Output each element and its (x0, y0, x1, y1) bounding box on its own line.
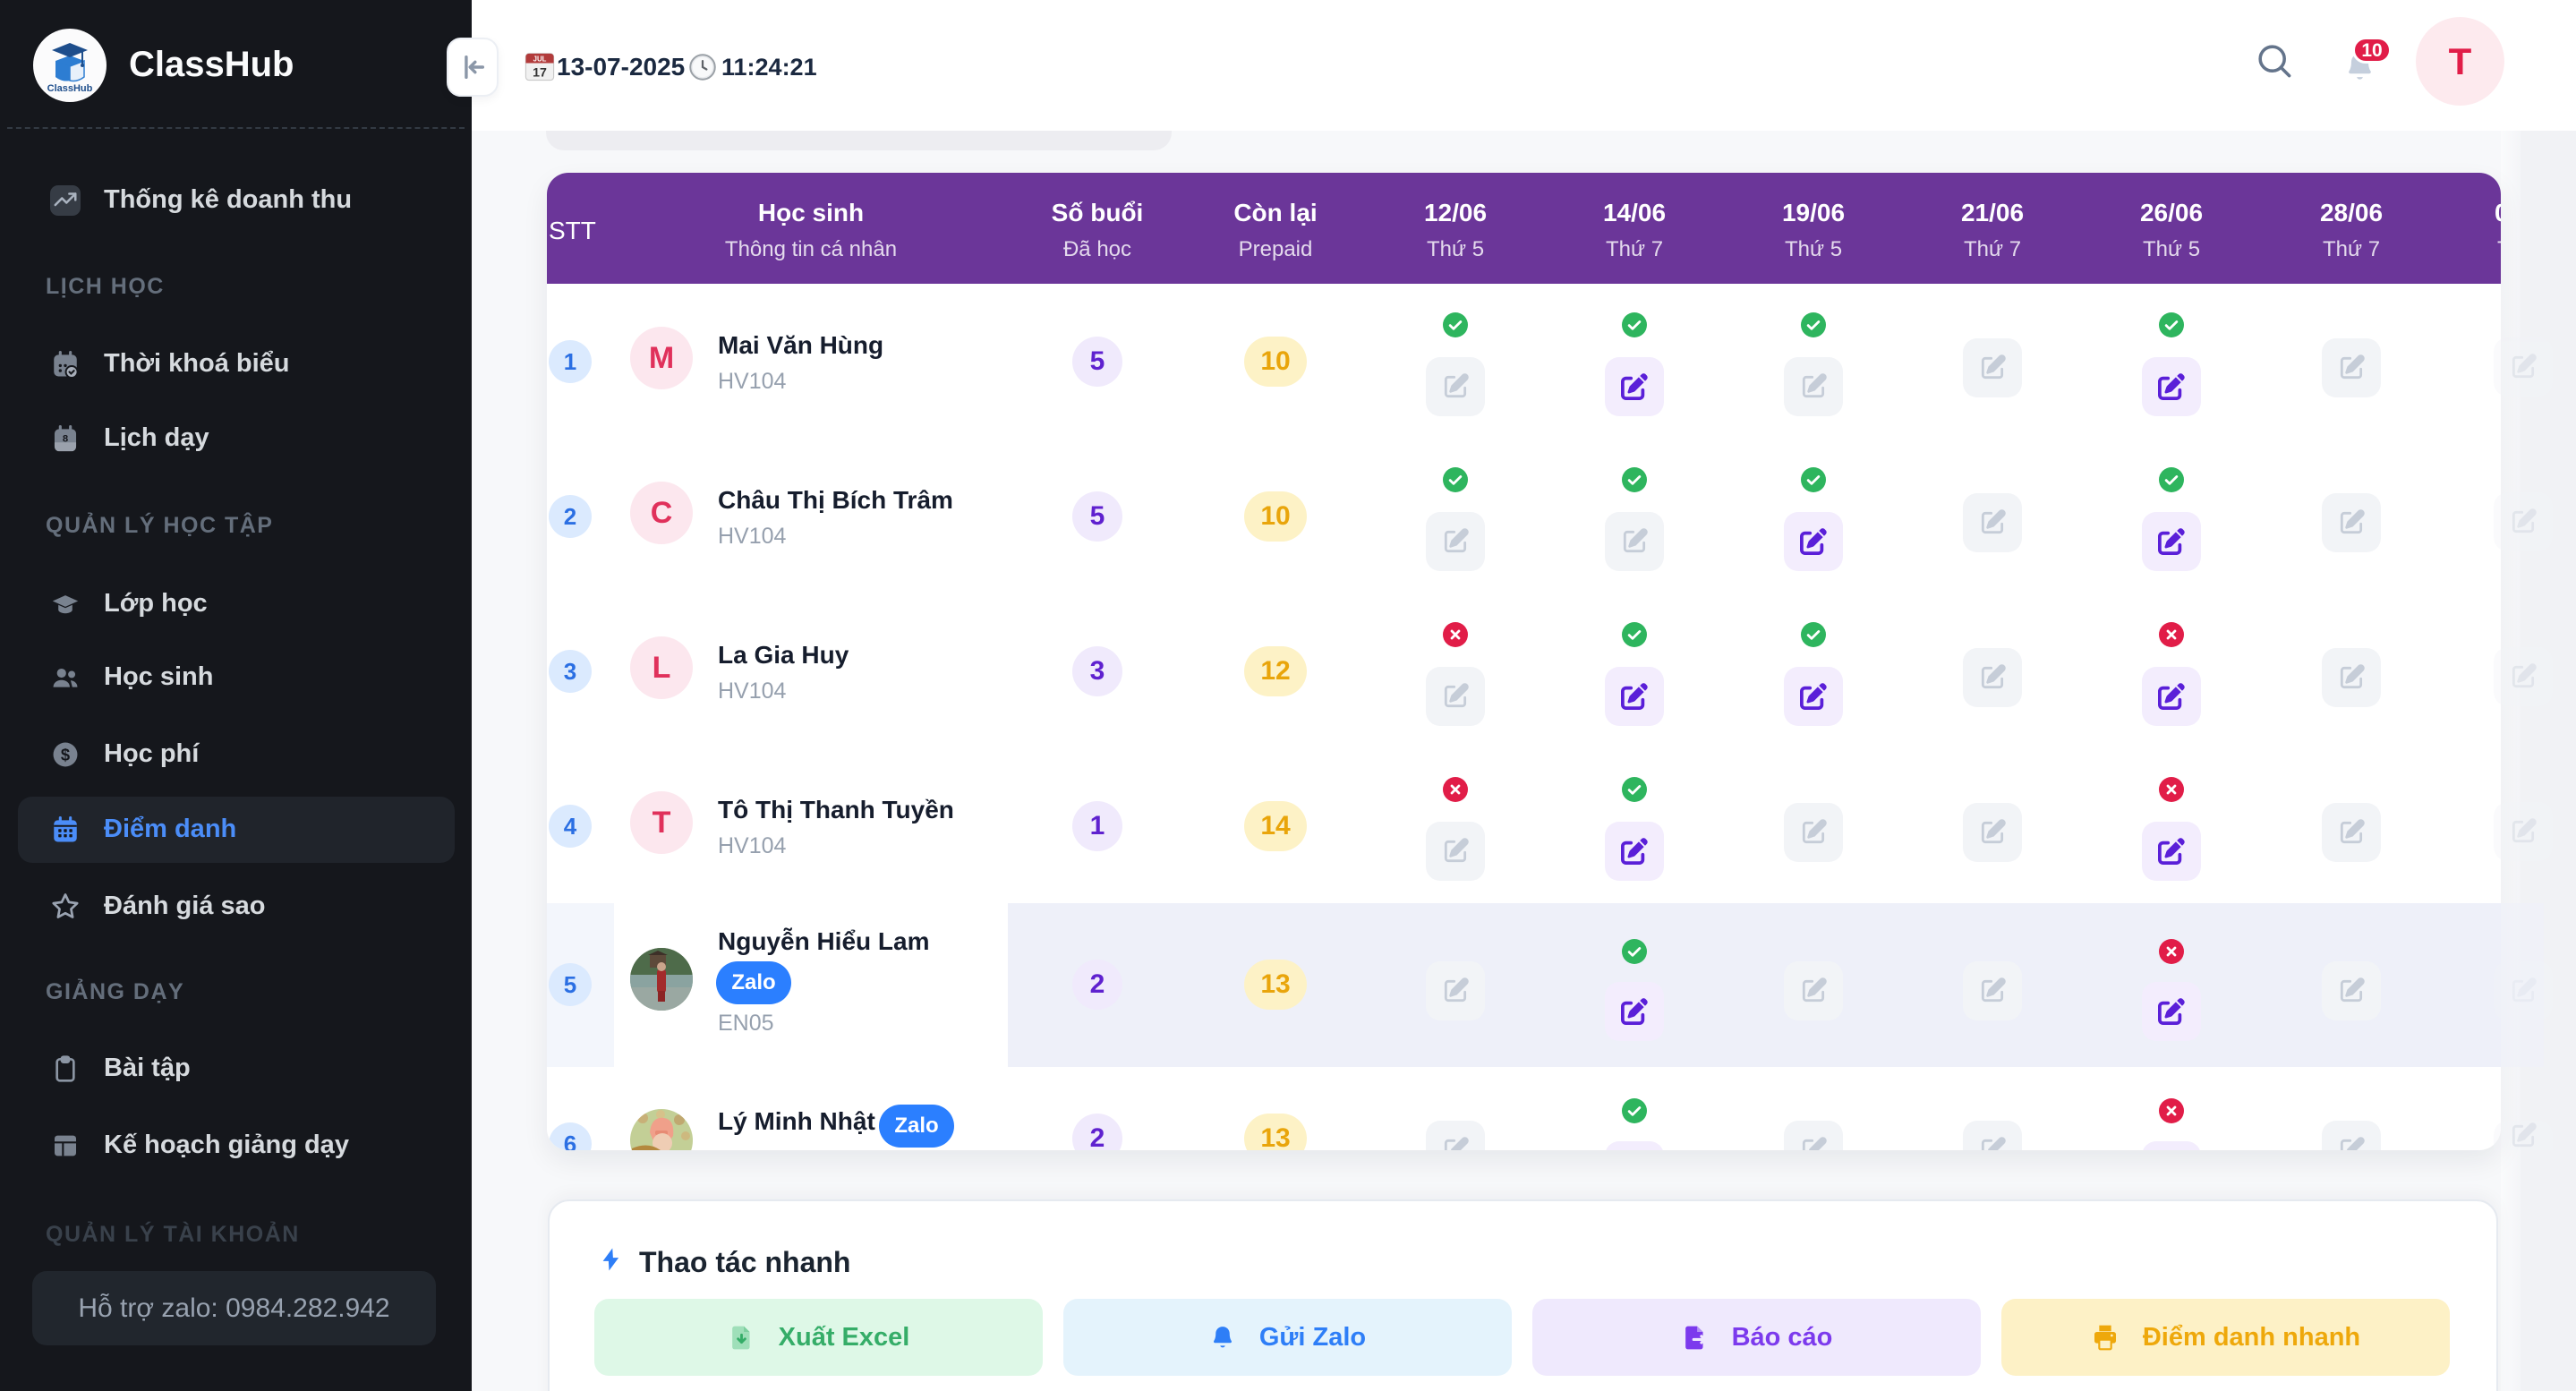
svg-text:8: 8 (63, 434, 68, 445)
svg-text:JUL: JUL (533, 55, 547, 63)
svg-text:ClassHub: ClassHub (47, 83, 93, 93)
svg-text:17: 17 (533, 65, 547, 80)
svg-text:$: $ (61, 745, 70, 764)
